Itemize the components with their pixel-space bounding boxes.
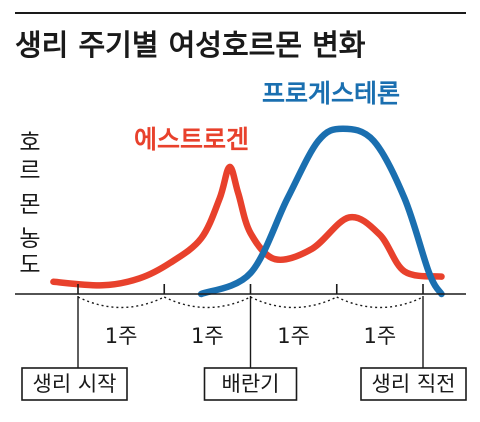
y-axis-label-char: 몬	[19, 192, 40, 218]
week-brackets: 1주 1주 1주 1주	[77, 284, 424, 348]
event-box	[360, 367, 467, 401]
y-axis-label-char: 호	[19, 130, 40, 156]
week-label: 1주	[364, 324, 397, 348]
week-label: 1주	[191, 324, 224, 348]
event-markers: 생리 시작 배란기 생리 직전	[21, 296, 467, 401]
y-axis-label-char: 농	[19, 226, 40, 252]
event-box	[203, 367, 298, 401]
week-bracket	[336, 296, 424, 309]
week-bracket	[77, 296, 165, 309]
event-box	[21, 367, 128, 401]
series-line-progesterone	[197, 125, 445, 298]
week-label: 1주	[105, 324, 138, 348]
series-label-progesterone: 프로게스테론	[262, 79, 400, 108]
week-bracket	[250, 296, 338, 309]
series-line-estrogen	[50, 163, 445, 289]
week-bracket	[163, 296, 251, 309]
chart-title: 생리 주기별 여성호르몬 변화	[15, 28, 366, 62]
event-label: 배란기	[222, 372, 280, 396]
event-label: 생리 직전	[372, 372, 456, 396]
y-axis-label-char: 르	[19, 158, 40, 184]
series-label-estrogen: 에스트로겐	[134, 125, 249, 154]
series-layer: 에스트로겐 프로게스테론	[50, 79, 445, 298]
y-axis-label-char: 도	[19, 252, 40, 278]
week-label: 1주	[277, 324, 310, 348]
event-label: 생리 시작	[33, 372, 117, 396]
